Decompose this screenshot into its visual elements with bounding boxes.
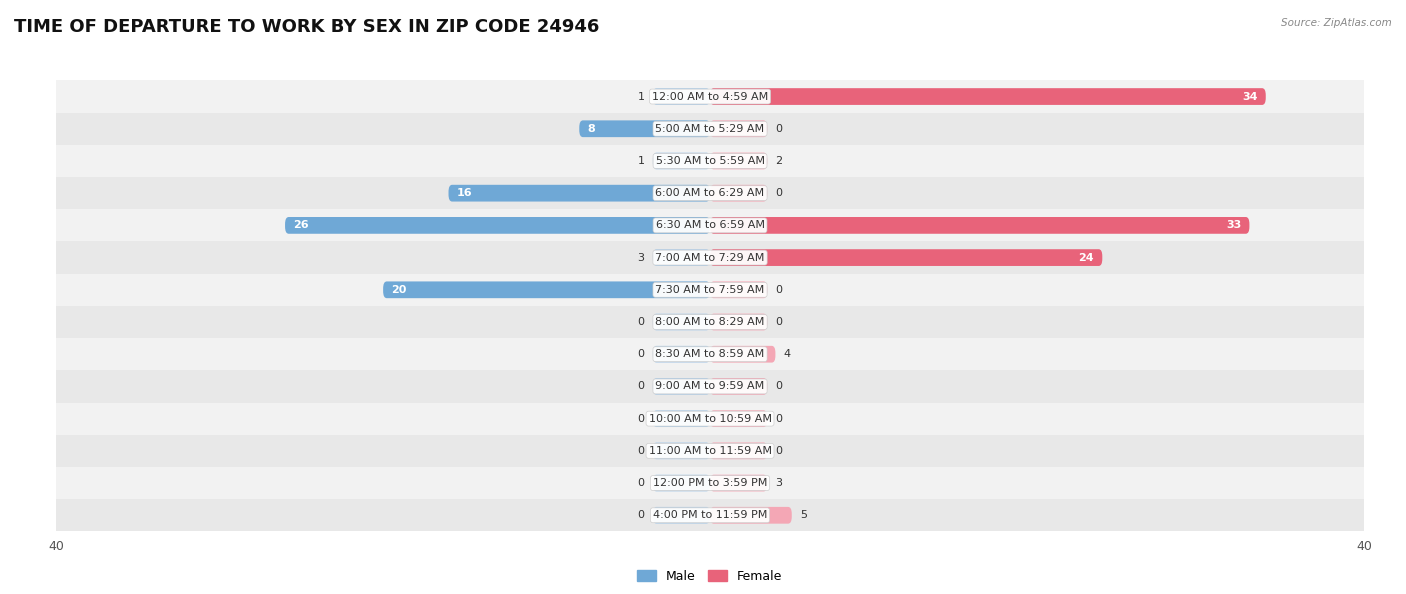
Text: 0: 0 [638,381,644,391]
FancyBboxPatch shape [710,507,792,524]
Text: 0: 0 [776,381,782,391]
Text: Source: ZipAtlas.com: Source: ZipAtlas.com [1281,18,1392,28]
Bar [56,177,1364,209]
Bar [56,80,1364,113]
Text: 0: 0 [776,413,782,424]
FancyBboxPatch shape [710,378,768,395]
Bar [56,499,1364,532]
FancyBboxPatch shape [710,346,776,362]
FancyBboxPatch shape [652,443,710,459]
Text: 0: 0 [776,285,782,295]
Text: 0: 0 [776,188,782,198]
Bar [56,435,1364,467]
FancyBboxPatch shape [710,314,768,330]
Text: 8: 8 [588,124,595,134]
Bar [56,113,1364,145]
Text: 0: 0 [638,446,644,456]
FancyBboxPatch shape [710,121,768,137]
FancyBboxPatch shape [710,185,768,201]
Bar [56,145,1364,177]
Text: 1: 1 [638,91,644,102]
Text: 1: 1 [638,156,644,166]
Legend: Male, Female: Male, Female [633,565,787,588]
FancyBboxPatch shape [652,378,710,395]
Text: TIME OF DEPARTURE TO WORK BY SEX IN ZIP CODE 24946: TIME OF DEPARTURE TO WORK BY SEX IN ZIP … [14,18,599,36]
Text: 0: 0 [776,124,782,134]
FancyBboxPatch shape [710,249,1102,266]
Text: 8:00 AM to 8:29 AM: 8:00 AM to 8:29 AM [655,317,765,327]
Bar [56,338,1364,370]
Text: 16: 16 [457,188,472,198]
FancyBboxPatch shape [710,153,768,169]
Text: 0: 0 [638,413,644,424]
Text: 0: 0 [638,478,644,488]
Text: 12:00 PM to 3:59 PM: 12:00 PM to 3:59 PM [652,478,768,488]
Text: 3: 3 [776,478,782,488]
FancyBboxPatch shape [710,217,1250,234]
Text: 2: 2 [776,156,783,166]
FancyBboxPatch shape [710,475,768,491]
Text: 20: 20 [391,285,406,295]
Text: 5:00 AM to 5:29 AM: 5:00 AM to 5:29 AM [655,124,765,134]
Text: 0: 0 [638,349,644,359]
Text: 0: 0 [638,317,644,327]
FancyBboxPatch shape [710,443,768,459]
Text: 5: 5 [800,510,807,520]
Text: 26: 26 [294,220,309,230]
Bar [56,242,1364,274]
FancyBboxPatch shape [652,249,710,266]
FancyBboxPatch shape [652,475,710,491]
FancyBboxPatch shape [449,185,710,201]
Bar [56,370,1364,403]
Bar [56,306,1364,338]
FancyBboxPatch shape [652,88,710,105]
Text: 0: 0 [776,317,782,327]
FancyBboxPatch shape [652,346,710,362]
FancyBboxPatch shape [285,217,710,234]
Text: 0: 0 [776,446,782,456]
FancyBboxPatch shape [710,88,1265,105]
Text: 12:00 AM to 4:59 AM: 12:00 AM to 4:59 AM [652,91,768,102]
Bar [56,274,1364,306]
FancyBboxPatch shape [652,153,710,169]
Bar [56,209,1364,242]
FancyBboxPatch shape [710,282,768,298]
FancyBboxPatch shape [652,314,710,330]
Text: 3: 3 [638,252,644,263]
FancyBboxPatch shape [382,282,710,298]
Text: 7:30 AM to 7:59 AM: 7:30 AM to 7:59 AM [655,285,765,295]
Text: 9:00 AM to 9:59 AM: 9:00 AM to 9:59 AM [655,381,765,391]
Text: 8:30 AM to 8:59 AM: 8:30 AM to 8:59 AM [655,349,765,359]
Text: 33: 33 [1226,220,1241,230]
Text: 6:00 AM to 6:29 AM: 6:00 AM to 6:29 AM [655,188,765,198]
Text: 24: 24 [1078,252,1094,263]
Text: 6:30 AM to 6:59 AM: 6:30 AM to 6:59 AM [655,220,765,230]
Text: 5:30 AM to 5:59 AM: 5:30 AM to 5:59 AM [655,156,765,166]
Bar [56,403,1364,435]
FancyBboxPatch shape [579,121,710,137]
Text: 4: 4 [783,349,790,359]
Text: 11:00 AM to 11:59 AM: 11:00 AM to 11:59 AM [648,446,772,456]
Text: 0: 0 [638,510,644,520]
FancyBboxPatch shape [710,410,768,427]
Text: 10:00 AM to 10:59 AM: 10:00 AM to 10:59 AM [648,413,772,424]
FancyBboxPatch shape [652,410,710,427]
Bar [56,467,1364,499]
Text: 34: 34 [1241,91,1257,102]
FancyBboxPatch shape [652,507,710,524]
Text: 4:00 PM to 11:59 PM: 4:00 PM to 11:59 PM [652,510,768,520]
Text: 7:00 AM to 7:29 AM: 7:00 AM to 7:29 AM [655,252,765,263]
